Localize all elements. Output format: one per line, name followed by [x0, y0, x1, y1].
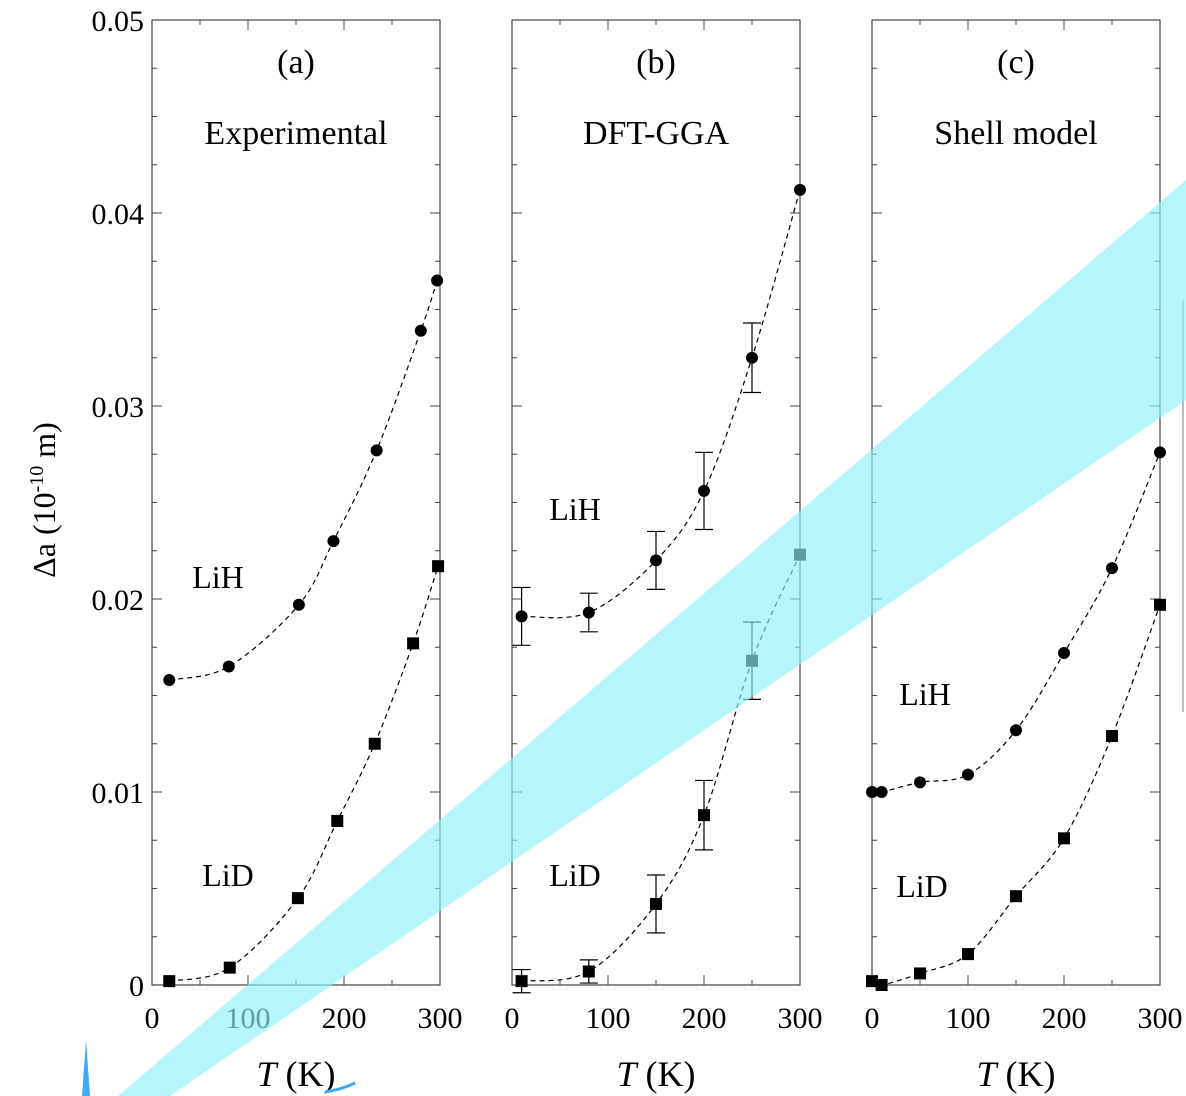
data-point: [746, 351, 758, 364]
y-axis-label: Δa (10-10 m): [26, 422, 62, 578]
series-label: LiD: [549, 857, 601, 893]
x-tick-label: 100: [586, 1002, 631, 1035]
x-axis-label-unit: (K): [286, 1054, 336, 1094]
x-axis-label: T (K): [616, 1054, 695, 1094]
data-point: [1058, 647, 1070, 660]
data-point: [223, 961, 236, 974]
panel-title: (c): [997, 44, 1035, 81]
y-tick-label: 0.02: [92, 584, 145, 617]
data-point: [331, 814, 344, 827]
fit-curve: [169, 280, 438, 681]
y-tick-label: 0: [129, 970, 144, 1003]
x-tick-label: 300: [1138, 1002, 1183, 1035]
x-axis-label-var: T: [256, 1054, 279, 1094]
data-point: [1106, 730, 1118, 743]
x-tick-label: 100: [946, 1002, 991, 1035]
plot-frame: [151, 19, 441, 986]
x-axis-label-var: T: [616, 1054, 639, 1094]
data-point: [875, 979, 888, 991]
data-point: [698, 484, 710, 497]
data-point: [698, 809, 710, 822]
data-point: [368, 737, 381, 750]
fit-curve: [871, 604, 1161, 986]
data-point: [962, 948, 974, 961]
x-tick-label: 200: [1042, 1002, 1087, 1035]
data-point: [650, 554, 662, 567]
data-point: [222, 660, 235, 673]
panel-subtitle: DFT-GGA: [583, 115, 730, 152]
panel-title: (a): [277, 44, 315, 81]
data-point: [866, 975, 878, 988]
data-point: [1010, 890, 1022, 903]
data-point: [292, 598, 305, 611]
data-point: [875, 786, 888, 798]
panel-title: (b): [636, 44, 676, 81]
y-axis-label-main: Δa (10: [26, 492, 62, 577]
series-label: LiH: [899, 676, 951, 712]
y-tick-label: 0.01: [92, 777, 145, 810]
data-point: [962, 768, 974, 781]
data-point: [1058, 832, 1070, 845]
data-point: [407, 637, 420, 650]
x-tick-label: 300: [418, 1002, 463, 1035]
data-point: [1010, 724, 1022, 737]
data-point: [432, 560, 445, 573]
data-point: [370, 444, 383, 457]
y-tick-label: 0.04: [92, 198, 145, 231]
x-axis-label-unit: (K): [1006, 1054, 1056, 1094]
y-axis-label-unit: m): [26, 422, 62, 458]
series-label: LiH: [549, 491, 601, 527]
data-point: [515, 610, 528, 623]
data-point: [866, 786, 878, 798]
series-label: LiH: [192, 559, 244, 595]
data-point: [794, 183, 806, 196]
x-tick-label: 0: [505, 1002, 520, 1035]
panel-subtitle: Shell model: [934, 115, 1097, 152]
data-point: [582, 606, 595, 619]
data-point: [1106, 562, 1118, 575]
x-tick-label: 200: [322, 1002, 367, 1035]
x-tick-label: 200: [682, 1002, 727, 1035]
x-axis-label: T (K): [256, 1054, 335, 1094]
series-label: LiD: [202, 857, 254, 893]
overlay-spike: [82, 1040, 90, 1096]
x-axis-label-var: T: [976, 1054, 999, 1094]
series-label: LiD: [896, 868, 948, 904]
x-tick-label: 0: [865, 1002, 880, 1035]
data-point: [163, 975, 176, 988]
data-point: [414, 324, 427, 337]
data-point: [291, 892, 304, 905]
data-point: [914, 967, 926, 980]
data-point: [650, 897, 662, 910]
y-axis-label-exp: -10: [26, 466, 48, 493]
x-tick-label: 0: [145, 1002, 160, 1035]
data-point: [431, 274, 444, 287]
panel-subtitle: Experimental: [204, 115, 387, 152]
x-axis-label-unit: (K): [646, 1054, 696, 1094]
x-axis-label: T (K): [976, 1054, 1055, 1094]
data-point: [163, 674, 176, 687]
x-tick-label: 300: [778, 1002, 823, 1035]
data-point: [327, 535, 340, 548]
plots: 0 0.01 0.02 0.03 0.04 0.05 0 100 200 300 (a) Experi…: [26, 5, 1183, 1094]
data-point: [515, 975, 528, 988]
y-tick-label: 0.03: [92, 391, 145, 424]
overlay-beam: [118, 180, 1186, 1096]
data-point: [914, 776, 926, 789]
data-point: [582, 965, 595, 978]
y-tick-label: 0.05: [92, 5, 145, 38]
data-point: [1154, 446, 1166, 459]
overlay-stroke: [324, 1081, 356, 1094]
data-point: [1154, 598, 1166, 611]
